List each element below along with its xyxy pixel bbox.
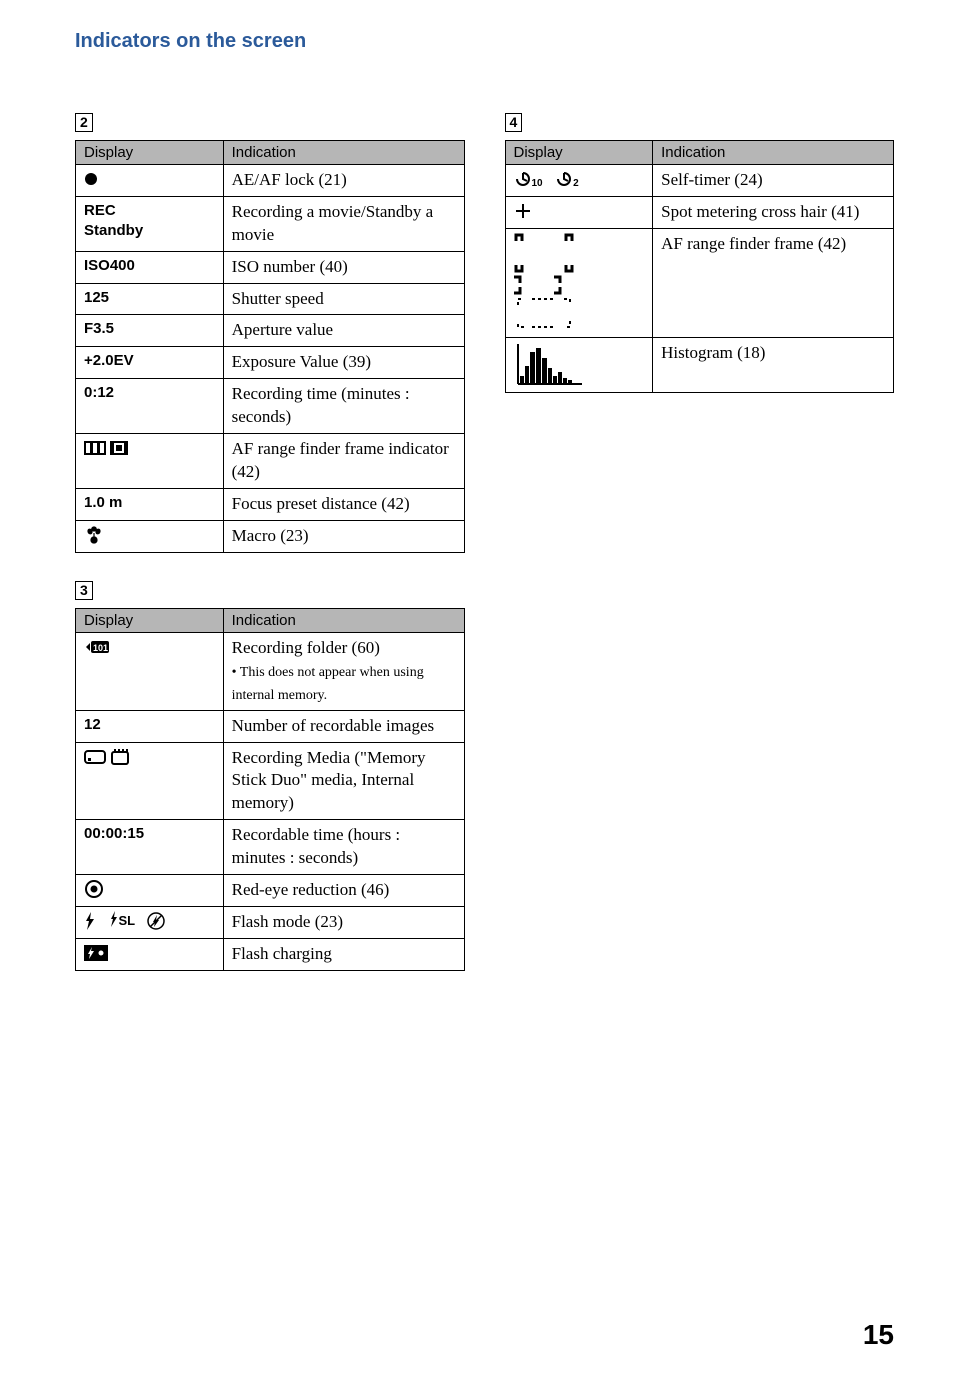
- cell-display: 12: [76, 710, 224, 742]
- page-section-title: Indicators on the screen: [75, 30, 894, 53]
- af-frame-center-icon: [110, 439, 128, 456]
- left-column: 2 Display Indication AE/AF lock (21) REC…: [75, 113, 465, 999]
- flash-off-icon: [147, 912, 165, 929]
- cell-indication: Number of recordable images: [223, 710, 464, 742]
- table-row: Recording Media ("Memory Stick Duo" medi…: [76, 742, 465, 820]
- col-header-indication: Indication: [223, 608, 464, 632]
- table-row: Spot metering cross hair (41): [505, 196, 894, 228]
- cell-indication: Self-timer (24): [653, 164, 894, 196]
- cell-indication: AE/AF lock (21): [223, 164, 464, 196]
- right-column: 4 Display Indication 10 2 Self-timer (24…: [505, 113, 895, 999]
- cell-display: F3.5: [76, 315, 224, 347]
- cell-indication: Recordable time (hours : minutes : secon…: [223, 820, 464, 875]
- table-row: REC Standby Recording a movie/Standby a …: [76, 196, 465, 251]
- cell-indication: Aperture value: [223, 315, 464, 347]
- af-range-frames-icon: [514, 274, 614, 291]
- cell-indication: AF range finder frame (42): [653, 228, 894, 337]
- cell-display: 0:12: [76, 379, 224, 434]
- col-header-indication: Indication: [223, 140, 464, 164]
- cell-indication: Histogram (18): [653, 337, 894, 392]
- table-4: Display Indication 10 2 Self-timer (24): [505, 140, 895, 393]
- cell-indication: Recording a movie/Standby a movie: [223, 196, 464, 251]
- cell-indication: Red-eye reduction (46): [223, 875, 464, 907]
- table-row: Red-eye reduction (46): [76, 875, 465, 907]
- table-2: Display Indication AE/AF lock (21) REC S…: [75, 140, 465, 553]
- table-row: 101 Recording folder (60) • This does no…: [76, 632, 465, 710]
- col-header-display: Display: [505, 140, 653, 164]
- table-row: ISO400 ISO number (40): [76, 251, 465, 283]
- cell-display: 125: [76, 283, 224, 315]
- self-timer-10-icon: 10: [514, 170, 547, 187]
- cell-indication: Recording time (minutes : seconds): [223, 379, 464, 434]
- af-frame-multi-icon: [84, 439, 110, 456]
- internal-memory-icon: [110, 748, 130, 765]
- recording-folder-icon: 101: [84, 638, 110, 655]
- table-row: +2.0EV Exposure Value (39): [76, 347, 465, 379]
- aeaf-lock-icon: [84, 170, 98, 187]
- content-columns: 2 Display Indication AE/AF lock (21) REC…: [75, 113, 894, 999]
- cell-indication: Exposure Value (39): [223, 347, 464, 379]
- table-row: 00:00:15 Recordable time (hours : minute…: [76, 820, 465, 875]
- col-header-display: Display: [76, 140, 224, 164]
- histogram-icon: [514, 356, 584, 373]
- cell-display: ISO400: [76, 251, 224, 283]
- table-row: 125 Shutter speed: [76, 283, 465, 315]
- table-row: AE/AF lock (21): [76, 164, 465, 196]
- cell-display: 00:00:15: [76, 820, 224, 875]
- table-row: SL Flash mode (23): [76, 907, 465, 939]
- page-number: 15: [75, 1319, 894, 1351]
- self-timer-2-icon: 2: [555, 170, 579, 187]
- cell-display: 1.0 m: [76, 489, 224, 521]
- table-row: AF range finder frame indicator (42): [76, 434, 465, 489]
- svg-text:101: 101: [93, 643, 108, 653]
- cell-display: Standby: [84, 221, 215, 241]
- table-row: Macro (23): [76, 521, 465, 553]
- col-header-indication: Indication: [653, 140, 894, 164]
- spot-metering-crosshair-icon: [514, 202, 532, 219]
- table-3: Display Indication 101 Recording folder …: [75, 608, 465, 971]
- flash-on-icon: [84, 912, 100, 929]
- col-header-display: Display: [76, 608, 224, 632]
- section-number-3: 3: [75, 581, 93, 600]
- cell-indication: AF range finder frame indicator (42): [223, 434, 464, 489]
- section-number-2: 2: [75, 113, 93, 132]
- table-row: 10 2 Self-timer (24): [505, 164, 894, 196]
- cell-indication: Focus preset distance (42): [223, 489, 464, 521]
- cell-indication: ISO number (40): [223, 251, 464, 283]
- table-row: 0:12 Recording time (minutes : seconds): [76, 379, 465, 434]
- section-number-4: 4: [505, 113, 523, 132]
- table-row: Histogram (18): [505, 337, 894, 392]
- table-row: F3.5 Aperture value: [76, 315, 465, 347]
- cell-display: +2.0EV: [76, 347, 224, 379]
- cell-indication: Spot metering cross hair (41): [653, 196, 894, 228]
- red-eye-icon: [84, 880, 104, 897]
- table-row: Flash charging: [76, 939, 465, 971]
- cell-indication: Recording folder (60) • This does not ap…: [223, 632, 464, 710]
- cell-indication: Flash charging: [223, 939, 464, 971]
- table-row: 12 Number of recordable images: [76, 710, 465, 742]
- table-row: 1.0 m Focus preset distance (42): [76, 489, 465, 521]
- flash-charging-icon: [84, 944, 108, 961]
- macro-icon: [84, 526, 104, 543]
- memory-stick-icon: [84, 748, 110, 765]
- cell-indication: Recording Media ("Memory Stick Duo" medi…: [223, 742, 464, 820]
- flash-slow-icon: SL: [109, 913, 139, 928]
- cell-display: REC: [84, 201, 215, 221]
- cell-indication: Flash mode (23): [223, 907, 464, 939]
- table-row: AF range finder frame (42): [505, 228, 894, 337]
- cell-indication: Macro (23): [223, 521, 464, 553]
- cell-indication: Shutter speed: [223, 283, 464, 315]
